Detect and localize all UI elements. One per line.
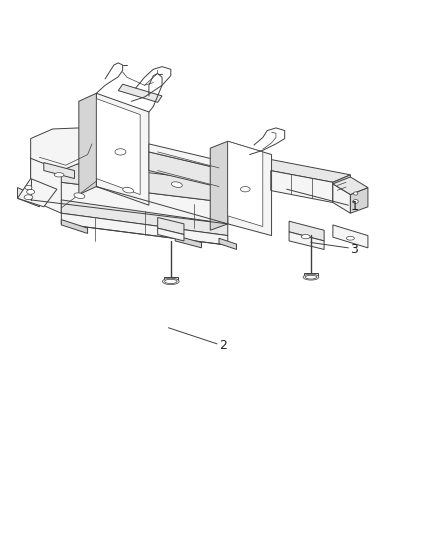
Ellipse shape — [353, 199, 358, 203]
Polygon shape — [228, 141, 263, 227]
Polygon shape — [228, 141, 272, 236]
Polygon shape — [18, 188, 39, 207]
Polygon shape — [31, 158, 228, 203]
Ellipse shape — [301, 235, 310, 239]
Polygon shape — [228, 163, 333, 203]
Polygon shape — [31, 128, 96, 171]
Ellipse shape — [74, 193, 85, 198]
Ellipse shape — [25, 185, 32, 190]
Polygon shape — [228, 155, 350, 182]
Ellipse shape — [27, 189, 35, 195]
Text: 2: 2 — [219, 339, 227, 352]
Ellipse shape — [162, 278, 179, 285]
Ellipse shape — [115, 149, 126, 155]
Text: 3: 3 — [350, 243, 358, 256]
Polygon shape — [333, 184, 350, 213]
Polygon shape — [350, 188, 368, 213]
Polygon shape — [175, 236, 201, 248]
Ellipse shape — [303, 274, 319, 280]
Polygon shape — [31, 179, 228, 224]
Polygon shape — [158, 217, 184, 235]
Ellipse shape — [123, 188, 134, 193]
Polygon shape — [44, 163, 74, 179]
Polygon shape — [61, 200, 228, 236]
Polygon shape — [18, 179, 57, 207]
Polygon shape — [79, 93, 96, 195]
Polygon shape — [289, 221, 324, 241]
Polygon shape — [61, 220, 88, 233]
Ellipse shape — [54, 173, 64, 177]
Ellipse shape — [305, 275, 317, 279]
Polygon shape — [228, 201, 245, 213]
Polygon shape — [158, 228, 184, 241]
Polygon shape — [333, 177, 368, 195]
Polygon shape — [118, 84, 162, 102]
Polygon shape — [164, 277, 178, 280]
Polygon shape — [149, 152, 228, 189]
Polygon shape — [228, 181, 245, 211]
Ellipse shape — [24, 195, 33, 199]
Text: 1: 1 — [350, 200, 358, 213]
Polygon shape — [289, 232, 324, 249]
Polygon shape — [219, 238, 237, 249]
Polygon shape — [304, 273, 318, 276]
Ellipse shape — [171, 182, 182, 188]
Polygon shape — [210, 141, 228, 230]
Polygon shape — [61, 213, 228, 245]
Polygon shape — [333, 225, 368, 248]
Polygon shape — [228, 163, 245, 189]
Ellipse shape — [165, 279, 177, 284]
Ellipse shape — [240, 187, 250, 192]
Polygon shape — [149, 144, 228, 171]
Ellipse shape — [346, 237, 354, 240]
Polygon shape — [96, 93, 149, 205]
Polygon shape — [96, 99, 140, 195]
Polygon shape — [31, 157, 61, 213]
Polygon shape — [333, 175, 350, 203]
Ellipse shape — [353, 192, 358, 195]
